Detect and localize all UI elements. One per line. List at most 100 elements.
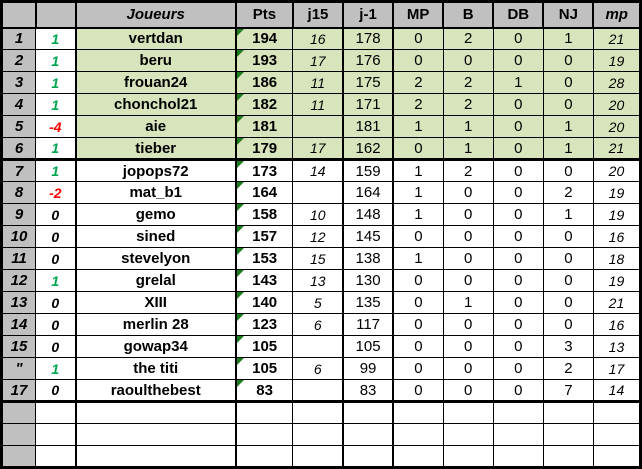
name-cell[interactable]: raoulthebest xyxy=(74,379,237,403)
col-header-NJ[interactable]: NJ xyxy=(542,0,595,29)
mp-cell[interactable]: 20 xyxy=(592,93,642,116)
j15-cell[interactable]: 15 xyxy=(292,247,344,270)
name-cell[interactable]: vertdan xyxy=(74,27,237,50)
MP-cell[interactable]: 0 xyxy=(392,49,444,72)
NJ-cell[interactable]: 0 xyxy=(542,247,594,270)
jm1-cell[interactable]: 83 xyxy=(342,379,394,403)
pts-cell[interactable]: 182 xyxy=(234,93,294,116)
B-cell[interactable]: 2 xyxy=(442,71,494,94)
empty-cell[interactable] xyxy=(592,423,642,446)
mp-cell[interactable]: 28 xyxy=(592,71,642,94)
empty-cell[interactable] xyxy=(35,445,77,468)
rank-cell[interactable]: 3 xyxy=(0,71,37,94)
mp-cell[interactable]: 14 xyxy=(592,379,642,403)
name-cell[interactable]: chonchol21 xyxy=(74,93,237,116)
col-header-mp[interactable]: mp xyxy=(592,0,642,29)
MP-cell[interactable]: 1 xyxy=(392,203,444,226)
B-cell[interactable]: 0 xyxy=(442,335,494,358)
delta-cell[interactable]: 1 xyxy=(35,93,77,116)
rank-cell[interactable]: 1 xyxy=(0,27,37,50)
jm1-cell[interactable]: 171 xyxy=(342,93,394,116)
MP-cell[interactable]: 0 xyxy=(392,335,444,358)
mp-cell[interactable]: 19 xyxy=(592,269,642,292)
jm1-cell[interactable]: 145 xyxy=(342,225,394,248)
delta-cell[interactable]: -2 xyxy=(35,181,77,204)
pts-cell[interactable]: 153 xyxy=(234,247,294,270)
MP-cell[interactable]: 2 xyxy=(392,71,444,94)
rank-cell[interactable]: 10 xyxy=(0,225,37,248)
col-header-delta[interactable] xyxy=(34,0,77,29)
empty-cell[interactable] xyxy=(0,423,37,446)
NJ-cell[interactable]: 0 xyxy=(542,313,594,336)
empty-cell[interactable] xyxy=(442,423,494,446)
rank-cell[interactable]: 4 xyxy=(0,93,37,116)
rank-cell[interactable]: 15 xyxy=(0,335,37,358)
delta-cell[interactable]: 0 xyxy=(35,225,77,248)
B-cell[interactable]: 2 xyxy=(442,159,494,182)
DB-cell[interactable]: 0 xyxy=(492,247,544,270)
delta-cell[interactable]: 1 xyxy=(35,159,77,182)
jm1-cell[interactable]: 159 xyxy=(342,159,394,182)
MP-cell[interactable]: 0 xyxy=(392,379,444,403)
NJ-cell[interactable]: 0 xyxy=(542,291,594,314)
rank-cell[interactable]: 11 xyxy=(0,247,37,270)
name-cell[interactable]: grelal xyxy=(74,269,237,292)
NJ-cell[interactable]: 1 xyxy=(542,115,594,138)
name-cell[interactable]: tieber xyxy=(74,137,237,161)
DB-cell[interactable]: 0 xyxy=(492,225,544,248)
col-header-DB[interactable]: DB xyxy=(492,0,545,29)
DB-cell[interactable]: 0 xyxy=(492,313,544,336)
pts-cell[interactable]: 164 xyxy=(234,181,294,204)
name-cell[interactable]: the titi xyxy=(74,357,237,380)
empty-cell[interactable] xyxy=(234,401,294,424)
delta-cell[interactable]: 0 xyxy=(35,203,77,226)
empty-cell[interactable] xyxy=(492,423,544,446)
B-cell[interactable]: 0 xyxy=(442,379,494,403)
col-header-name[interactable]: Joueurs xyxy=(74,0,237,29)
B-cell[interactable]: 1 xyxy=(442,115,494,138)
DB-cell[interactable]: 0 xyxy=(492,137,544,161)
MP-cell[interactable]: 1 xyxy=(392,247,444,270)
jm1-cell[interactable]: 162 xyxy=(342,137,394,161)
delta-cell[interactable]: 1 xyxy=(35,27,77,50)
name-cell[interactable]: gowap34 xyxy=(74,335,237,358)
mp-cell[interactable]: 21 xyxy=(592,27,642,50)
pts-cell[interactable]: 123 xyxy=(234,313,294,336)
mp-cell[interactable]: 19 xyxy=(592,203,642,226)
name-cell[interactable]: frouan24 xyxy=(74,71,237,94)
name-cell[interactable]: merlin 28 xyxy=(74,313,237,336)
DB-cell[interactable]: 0 xyxy=(492,27,544,50)
delta-cell[interactable]: 1 xyxy=(35,357,77,380)
col-header-j15[interactable]: j15 xyxy=(291,0,345,29)
name-cell[interactable]: jopops72 xyxy=(74,159,237,182)
DB-cell[interactable]: 0 xyxy=(492,335,544,358)
pts-cell[interactable]: 157 xyxy=(234,225,294,248)
pts-cell[interactable]: 105 xyxy=(234,335,294,358)
empty-cell[interactable] xyxy=(442,401,494,424)
B-cell[interactable]: 0 xyxy=(442,181,494,204)
DB-cell[interactable]: 0 xyxy=(492,49,544,72)
delta-cell[interactable]: 1 xyxy=(35,269,77,292)
empty-cell[interactable] xyxy=(592,445,642,468)
delta-cell[interactable]: 1 xyxy=(35,49,77,72)
delta-cell[interactable]: -4 xyxy=(35,115,77,138)
name-cell[interactable]: beru xyxy=(74,49,237,72)
pts-cell[interactable]: 186 xyxy=(234,71,294,94)
rank-cell[interactable]: 14 xyxy=(0,313,37,336)
rank-cell[interactable]: " xyxy=(0,357,37,380)
B-cell[interactable]: 0 xyxy=(442,203,494,226)
j15-cell[interactable]: 16 xyxy=(292,27,344,50)
j15-cell[interactable]: 6 xyxy=(292,313,344,336)
pts-cell[interactable]: 193 xyxy=(234,49,294,72)
jm1-cell[interactable]: 130 xyxy=(342,269,394,292)
MP-cell[interactable]: 0 xyxy=(392,137,444,161)
NJ-cell[interactable]: 0 xyxy=(542,159,594,182)
empty-cell[interactable] xyxy=(392,423,444,446)
B-cell[interactable]: 0 xyxy=(442,313,494,336)
MP-cell[interactable]: 0 xyxy=(392,269,444,292)
empty-cell[interactable] xyxy=(234,445,294,468)
jm1-cell[interactable]: 138 xyxy=(342,247,394,270)
delta-cell[interactable]: 0 xyxy=(35,335,77,358)
delta-cell[interactable]: 0 xyxy=(35,313,77,336)
pts-cell[interactable]: 105 xyxy=(234,357,294,380)
